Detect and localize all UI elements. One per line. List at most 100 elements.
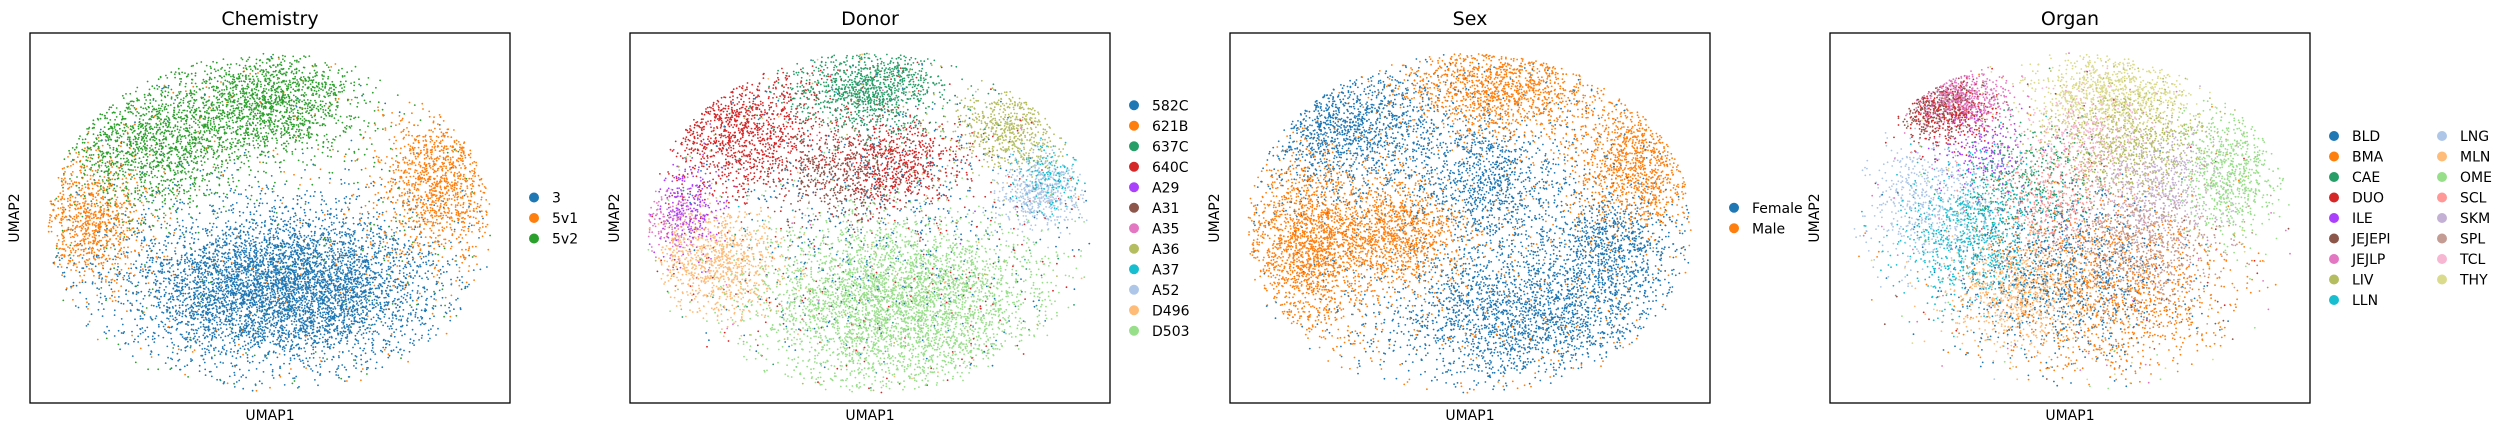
scatter-point-3 [302,320,304,322]
scatter-point-5v1 [456,212,458,214]
scatter-point-5v1 [49,222,51,224]
scatter-point-3 [317,311,319,313]
scatter-point-5v2 [91,154,93,156]
scatter-point-3 [403,247,405,249]
scatter-point-3 [185,310,187,312]
scatter-point-5v2 [283,80,285,82]
scatter-point-5v2 [101,159,103,161]
scatter-point-3 [341,262,343,264]
scatter-point-5v2 [316,71,318,73]
scatter-point-3 [213,349,215,351]
scatter-point-3 [321,225,323,227]
scatter-point-5v2 [346,71,348,73]
scatter-point-5v1 [54,205,56,207]
scatter-point-3 [161,268,163,270]
scatter-point-3 [270,296,272,298]
scatter-point-5v2 [322,109,324,111]
scatter-point-3 [231,276,233,278]
scatter-point-3 [184,259,186,261]
scatter-point-5v1 [121,213,123,215]
scatter-point-5v2 [152,176,154,178]
scatter-point-5v2 [195,75,197,77]
scatter-point-3 [407,317,409,319]
scatter-point-5v1 [67,198,69,200]
scatter-point-5v1 [125,177,127,179]
scatter-point-5v2 [100,287,102,289]
scatter-point-5v1 [117,235,119,237]
scatter-point-5v1 [471,178,473,180]
scatter-point-3 [387,247,389,249]
scatter-point-5v1 [62,241,64,243]
scatter-point-3 [245,281,247,283]
scatter-point-3 [219,353,221,355]
scatter-point-5v1 [77,243,79,245]
scatter-point-3 [449,310,451,312]
scatter-point-5v1 [391,185,393,187]
scatter-point-5v1 [484,232,486,234]
scatter-point-3 [373,185,375,187]
scatter-point-5v2 [210,67,212,69]
scatter-point-5v1 [387,181,389,183]
scatter-point-5v2 [132,169,134,171]
scatter-point-3 [373,216,375,218]
scatter-point-3 [362,267,364,269]
scatter-point-5v2 [197,124,199,126]
scatter-point-3 [436,264,438,266]
scatter-point-5v2 [228,96,230,98]
scatter-point-3 [169,225,171,227]
scatter-point-5v1 [67,263,69,265]
scatter-point-5v2 [177,128,179,130]
scatter-point-3 [416,308,418,310]
scatter-point-5v1 [430,138,432,140]
scatter-point-3 [224,276,226,278]
scatter-point-5v1 [464,141,466,143]
scatter-point-3 [239,215,241,217]
scatter-point-5v2 [204,70,206,72]
scatter-point-3 [369,304,371,306]
scatter-point-5v2 [209,83,211,85]
scatter-point-3 [114,335,116,337]
scatter-point-5v2 [244,88,246,90]
scatter-point-5v1 [439,234,441,236]
scatter-point-5v1 [446,333,448,335]
scatter-point-5v1 [457,193,459,195]
scatter-point-5v2 [145,107,147,109]
scatter-point-5v2 [207,74,209,76]
scatter-point-3 [249,362,251,364]
scatter-point-5v1 [82,202,84,204]
scatter-point-5v2 [211,78,213,80]
scatter-point-3 [377,304,379,306]
scatter-point-5v1 [457,192,459,194]
scatter-point-3 [110,218,112,220]
scatter-point-3 [264,269,266,271]
scatter-point-3 [269,255,271,257]
scatter-point-3 [239,307,241,309]
scatter-point-5v2 [196,91,198,93]
scatter-point-3 [332,308,334,310]
scatter-point-5v2 [249,155,251,157]
scatter-point-3 [429,338,431,340]
scatter-point-3 [315,217,317,219]
scatter-point-5v2 [118,133,120,135]
scatter-point-5v2 [181,155,183,157]
scatter-point-5v1 [478,175,480,177]
scatter-point-5v1 [419,183,421,185]
scatter-point-3 [393,265,395,267]
scatter-point-5v1 [273,150,275,152]
scatter-point-5v2 [210,72,212,74]
scatter-point-3 [315,365,317,367]
scatter-point-5v2 [108,122,110,124]
scatter-point-5v2 [255,73,257,75]
scatter-point-3 [385,322,387,324]
scatter-point-3 [296,320,298,322]
scatter-point-3 [217,259,219,261]
scatter-point-5v1 [391,229,393,231]
scatter-point-3 [354,272,356,274]
scatter-point-5v2 [261,74,263,76]
scatter-point-5v2 [193,121,195,123]
scatter-point-3 [137,285,139,287]
scatter-point-5v1 [408,182,410,184]
scatter-point-5v2 [344,127,346,129]
scatter-point-5v2 [171,133,173,135]
scatter-point-5v2 [161,105,163,107]
